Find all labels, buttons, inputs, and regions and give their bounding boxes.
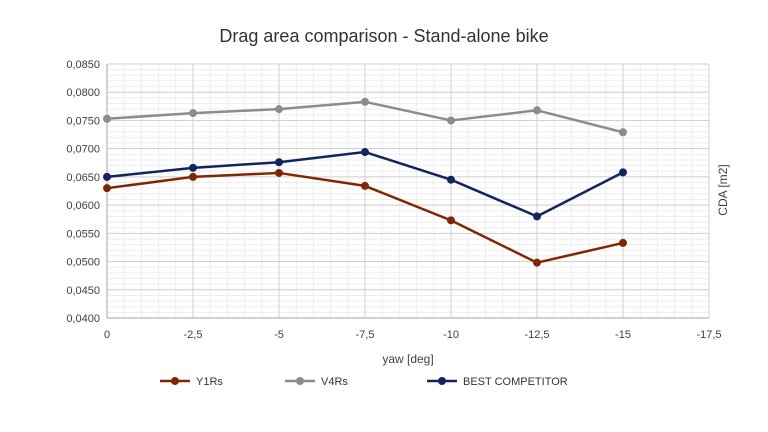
y-tick-label: 0,0500 [66,257,100,269]
data-point-v4rs[interactable] [619,128,627,137]
legend: Y1Rs V4Rs BEST COMPETITOR [160,376,568,388]
axes [106,64,709,319]
legend-marker [438,377,446,385]
x-tick-label: -7,5 [356,329,375,341]
x-tick-label: 0 [104,329,110,341]
x-tick-label: -5 [274,329,284,341]
data-point-best-competitor[interactable] [275,158,283,167]
x-tick-label: -10 [443,329,459,341]
data-point-y1rs[interactable] [619,238,627,247]
y-tick-label: 0,0850 [66,59,100,71]
data-point-v4rs[interactable] [361,97,369,106]
data-point-y1rs[interactable] [103,184,111,193]
legend-label: BEST COMPETITOR [463,376,568,388]
grid [106,63,710,319]
y-tick-label: 0,0750 [66,115,100,127]
x-axis-label: yaw [deg] [382,352,433,366]
chart-title: Drag area comparison - Stand-alone bike [219,26,548,46]
legend-marker [296,377,304,385]
data-point-v4rs[interactable] [275,105,283,114]
data-point-best-competitor[interactable] [447,175,455,184]
data-point-y1rs[interactable] [189,172,197,181]
legend-label: V4Rs [321,376,348,388]
y-tick-label: 0,0700 [66,144,100,156]
legend-item-best-competitor: BEST COMPETITOR [427,376,568,388]
x-tick-label: -17,5 [696,329,721,341]
data-point-best-competitor[interactable] [533,212,541,221]
series-y1rs [103,168,627,267]
y-tick-label: 0,0650 [66,172,100,184]
data-point-v4rs[interactable] [103,114,111,123]
data-point-v4rs[interactable] [533,106,541,115]
series-best-competitor [103,148,627,221]
legend-item-v4rs: V4Rs [285,376,348,388]
series-v4rs [103,97,627,137]
data-point-v4rs[interactable] [447,116,455,125]
legend-label: Y1Rs [196,376,223,388]
y-tick-label: 0,0450 [66,285,100,297]
data-point-v4rs[interactable] [189,109,197,118]
legend-marker [171,377,179,385]
data-point-y1rs[interactable] [447,216,455,225]
legend-item-y1rs: Y1Rs [160,376,223,388]
data-point-y1rs[interactable] [275,168,283,177]
data-point-best-competitor[interactable] [189,163,197,172]
y-tick-label: 0,0400 [66,313,100,325]
data-point-y1rs[interactable] [533,258,541,267]
y-axis-label: CDA [m2] [716,164,730,215]
y-tick-label: 0,0600 [66,200,100,212]
data-point-best-competitor[interactable] [619,168,627,177]
y-tick-label: 0,0550 [66,228,100,240]
x-tick-labels: 0 -2,5 -5 -7,5 -10 -12,5 -15 -17,5 [104,329,722,341]
data-point-best-competitor[interactable] [361,148,369,157]
y-tick-label: 0,0800 [66,87,100,99]
y-tick-labels: 0,0400 0,0450 0,0500 0,0550 0,0600 0,0650 0,07… [66,59,100,325]
x-tick-label: -15 [615,329,631,341]
data-point-y1rs[interactable] [361,181,369,190]
data-point-best-competitor[interactable] [103,172,111,181]
x-tick-label: -12,5 [524,329,549,341]
x-tick-label: -2,5 [184,329,203,341]
series [103,97,627,267]
